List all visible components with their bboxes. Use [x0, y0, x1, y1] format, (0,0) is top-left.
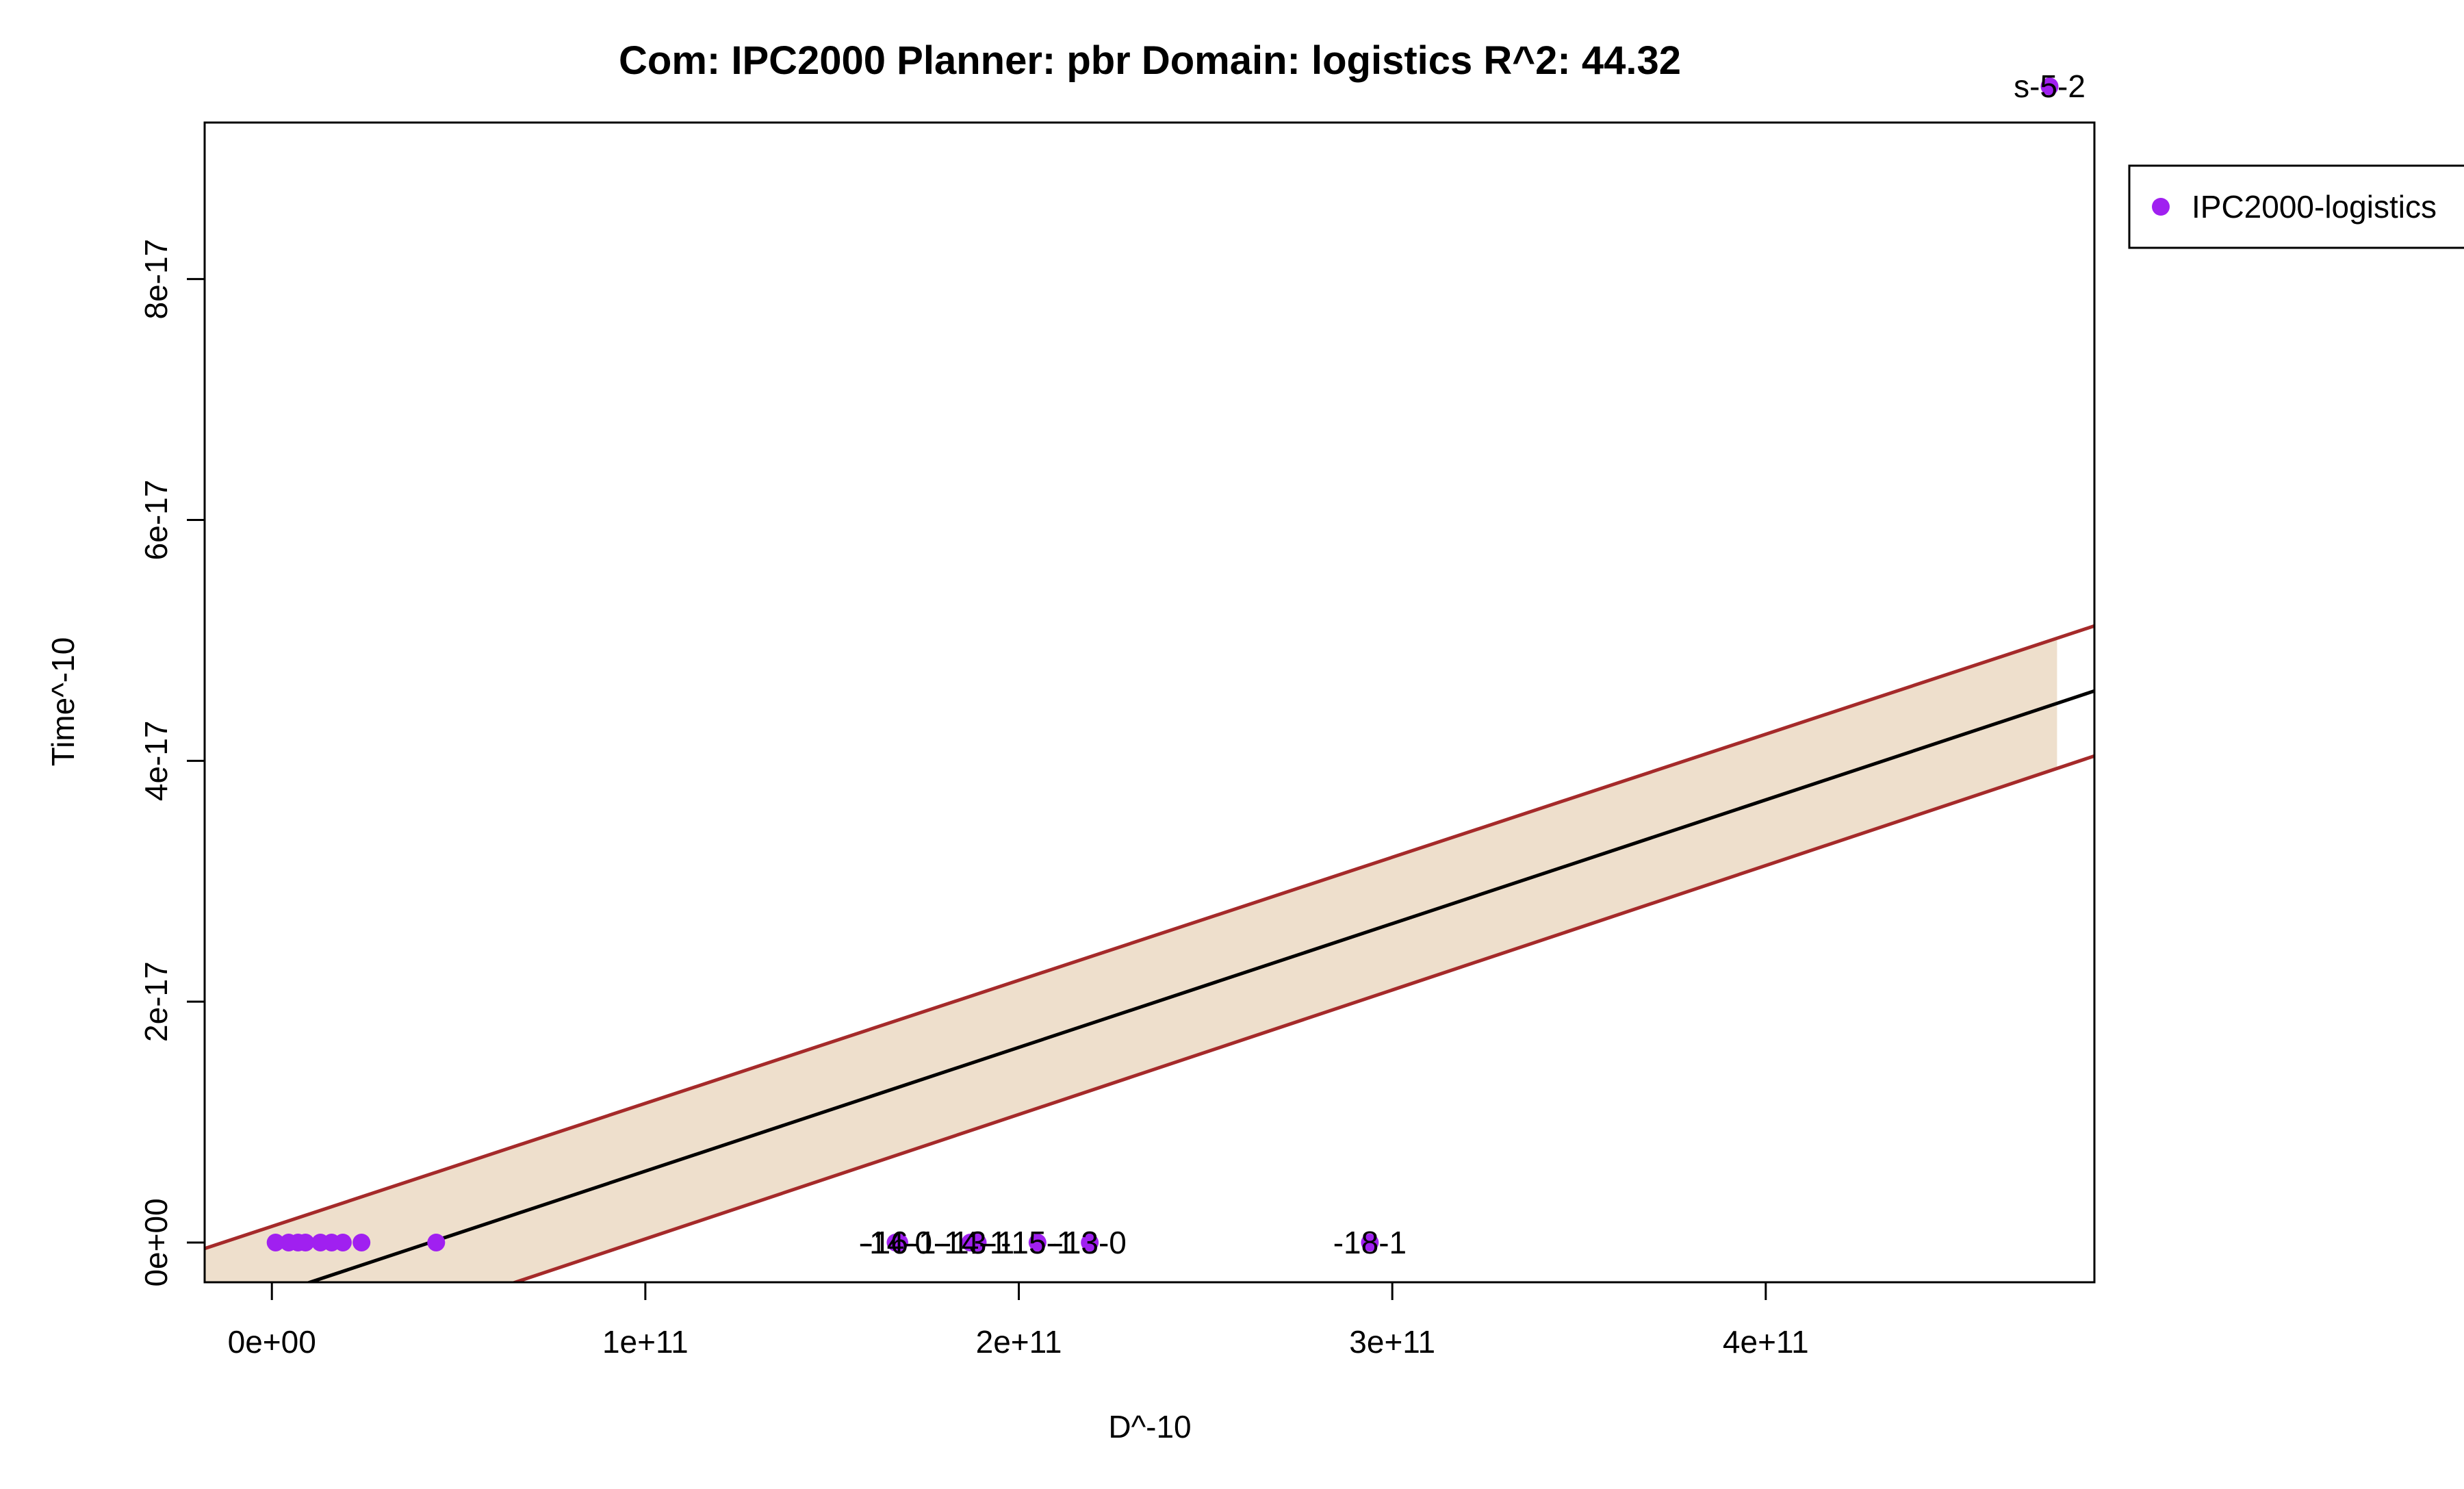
y-tick-label: 6e-17 — [138, 480, 174, 561]
x-tick-label: 3e+11 — [1349, 1324, 1435, 1360]
upper-bound-line — [205, 624, 2094, 1251]
x-tick-label: 4e+11 — [1723, 1324, 1809, 1360]
legend-marker — [2152, 198, 2170, 216]
data-point — [427, 1233, 446, 1251]
data-point — [1028, 1233, 1047, 1251]
regression-line — [305, 689, 2094, 1282]
point-label: -16-1 — [862, 1225, 936, 1260]
y-axis-title: Time^-10 — [45, 637, 81, 767]
y-tick-label: 2e-17 — [138, 961, 174, 1042]
legend: IPC2000-logistics — [2128, 164, 2464, 249]
data-point — [1361, 1233, 1379, 1251]
data-point — [2040, 77, 2059, 96]
point-label: -14-1 — [934, 1225, 1007, 1260]
chart-title: Com: IPC2000 Planner: pbr Domain: logist… — [619, 38, 1681, 83]
data-point — [1081, 1233, 1099, 1251]
x-tick-label: 2e+11 — [976, 1324, 1062, 1360]
data-point — [352, 1233, 371, 1251]
data-point — [296, 1233, 315, 1251]
confidence-band — [205, 638, 2057, 1282]
point-label: s-5-2 — [2014, 68, 2086, 104]
x-tick-label: 0e+00 — [228, 1324, 316, 1360]
y-tick-label: 8e-17 — [138, 239, 174, 320]
legend-box — [2128, 164, 2464, 249]
x-axis: 0e+00 1e+11 2e+11 3e+11 4e+11 — [228, 1281, 1809, 1360]
data-point — [968, 1233, 987, 1251]
plot-frame — [203, 121, 2096, 1284]
lower-bound-line — [510, 754, 2094, 1282]
x-tick-label: 1e+11 — [602, 1324, 689, 1360]
data-point — [266, 1233, 285, 1251]
y-axis: 0e+00 2e-17 4e-17 6e-17 8e-17 — [138, 239, 206, 1287]
point-label: -13-1 — [941, 1225, 1014, 1260]
data-point — [890, 1233, 908, 1251]
y-tick-label: 4e-17 — [138, 720, 174, 801]
point-label: -13-0 — [1053, 1225, 1127, 1260]
legend-label: IPC2000-logistics — [2192, 189, 2437, 225]
point-label: -14-0 — [859, 1225, 932, 1260]
x-axis-title: D^-10 — [1108, 1409, 1191, 1445]
data-point — [333, 1233, 352, 1251]
y-tick-label: 0e+00 — [138, 1198, 174, 1286]
point-label: -15-1 — [1001, 1225, 1074, 1260]
point-label: -18-1 — [1333, 1225, 1407, 1260]
